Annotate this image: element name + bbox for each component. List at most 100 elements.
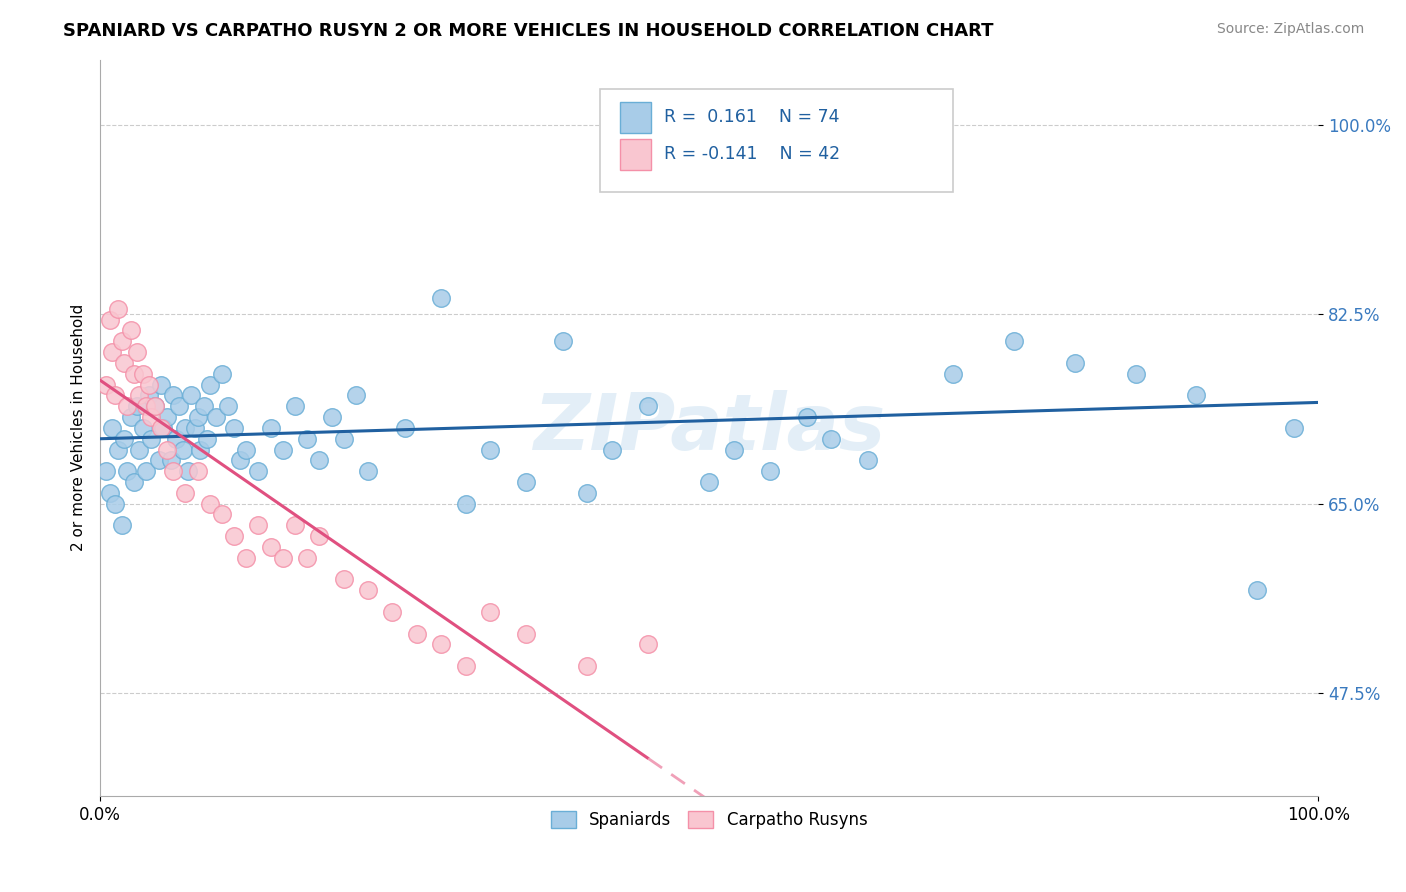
- Point: [576, 659, 599, 673]
- FancyBboxPatch shape: [620, 103, 651, 133]
- Point: [515, 626, 537, 640]
- Point: [111, 518, 134, 533]
- Point: [1125, 367, 1147, 381]
- Point: [235, 442, 257, 457]
- Point: [856, 453, 879, 467]
- Text: ZIPatlas: ZIPatlas: [533, 390, 886, 466]
- Point: [229, 453, 252, 467]
- Point: [880, 161, 903, 175]
- Point: [187, 464, 209, 478]
- Point: [820, 432, 842, 446]
- Point: [271, 550, 294, 565]
- Point: [159, 453, 181, 467]
- Point: [125, 399, 148, 413]
- Point: [357, 464, 380, 478]
- Point: [120, 323, 142, 337]
- Point: [101, 345, 124, 359]
- Point: [394, 421, 416, 435]
- Point: [169, 399, 191, 413]
- FancyBboxPatch shape: [620, 139, 651, 170]
- Point: [188, 442, 211, 457]
- Point: [96, 464, 118, 478]
- Point: [1002, 334, 1025, 349]
- Point: [284, 399, 307, 413]
- Point: [308, 529, 330, 543]
- Point: [454, 659, 477, 673]
- Point: [107, 442, 129, 457]
- Point: [260, 540, 283, 554]
- Point: [156, 410, 179, 425]
- Point: [297, 550, 319, 565]
- Point: [150, 421, 173, 435]
- Point: [551, 334, 574, 349]
- Point: [600, 442, 623, 457]
- Point: [193, 399, 215, 413]
- Point: [247, 464, 270, 478]
- Point: [111, 334, 134, 349]
- Point: [104, 388, 127, 402]
- Point: [478, 605, 501, 619]
- Point: [150, 377, 173, 392]
- Point: [357, 583, 380, 598]
- Point: [98, 312, 121, 326]
- Point: [1282, 421, 1305, 435]
- Point: [478, 442, 501, 457]
- FancyBboxPatch shape: [599, 89, 953, 192]
- Point: [217, 399, 239, 413]
- Point: [637, 399, 659, 413]
- Point: [104, 497, 127, 511]
- Point: [132, 421, 155, 435]
- Legend: Spaniards, Carpatho Rusyns: Spaniards, Carpatho Rusyns: [544, 804, 875, 836]
- Point: [381, 605, 404, 619]
- Point: [1063, 356, 1085, 370]
- Point: [141, 410, 163, 425]
- Point: [430, 637, 453, 651]
- Point: [122, 367, 145, 381]
- Point: [759, 464, 782, 478]
- Point: [1246, 583, 1268, 598]
- Point: [152, 421, 174, 435]
- Point: [143, 399, 166, 413]
- Point: [235, 550, 257, 565]
- Point: [120, 410, 142, 425]
- Point: [148, 453, 170, 467]
- Point: [224, 421, 246, 435]
- Point: [135, 464, 157, 478]
- Point: [98, 485, 121, 500]
- Point: [195, 432, 218, 446]
- Point: [332, 432, 354, 446]
- Point: [211, 367, 233, 381]
- Point: [723, 442, 745, 457]
- Point: [697, 475, 720, 489]
- Point: [162, 388, 184, 402]
- Point: [942, 367, 965, 381]
- Text: R = -0.141    N = 42: R = -0.141 N = 42: [664, 145, 841, 163]
- Point: [115, 464, 138, 478]
- Point: [180, 388, 202, 402]
- Point: [114, 356, 136, 370]
- Point: [796, 410, 818, 425]
- Point: [174, 421, 197, 435]
- Point: [101, 421, 124, 435]
- Point: [184, 421, 207, 435]
- Point: [205, 410, 228, 425]
- Point: [141, 432, 163, 446]
- Point: [405, 626, 427, 640]
- Point: [138, 377, 160, 392]
- Point: [143, 399, 166, 413]
- Point: [107, 301, 129, 316]
- Point: [135, 399, 157, 413]
- Point: [187, 410, 209, 425]
- Point: [430, 291, 453, 305]
- Point: [174, 485, 197, 500]
- Text: SPANIARD VS CARPATHO RUSYN 2 OR MORE VEHICLES IN HOUSEHOLD CORRELATION CHART: SPANIARD VS CARPATHO RUSYN 2 OR MORE VEH…: [63, 22, 994, 40]
- Text: Source: ZipAtlas.com: Source: ZipAtlas.com: [1216, 22, 1364, 37]
- Point: [156, 442, 179, 457]
- Point: [198, 377, 221, 392]
- Point: [344, 388, 367, 402]
- Point: [114, 432, 136, 446]
- Point: [132, 367, 155, 381]
- Point: [211, 508, 233, 522]
- Point: [321, 410, 343, 425]
- Point: [332, 573, 354, 587]
